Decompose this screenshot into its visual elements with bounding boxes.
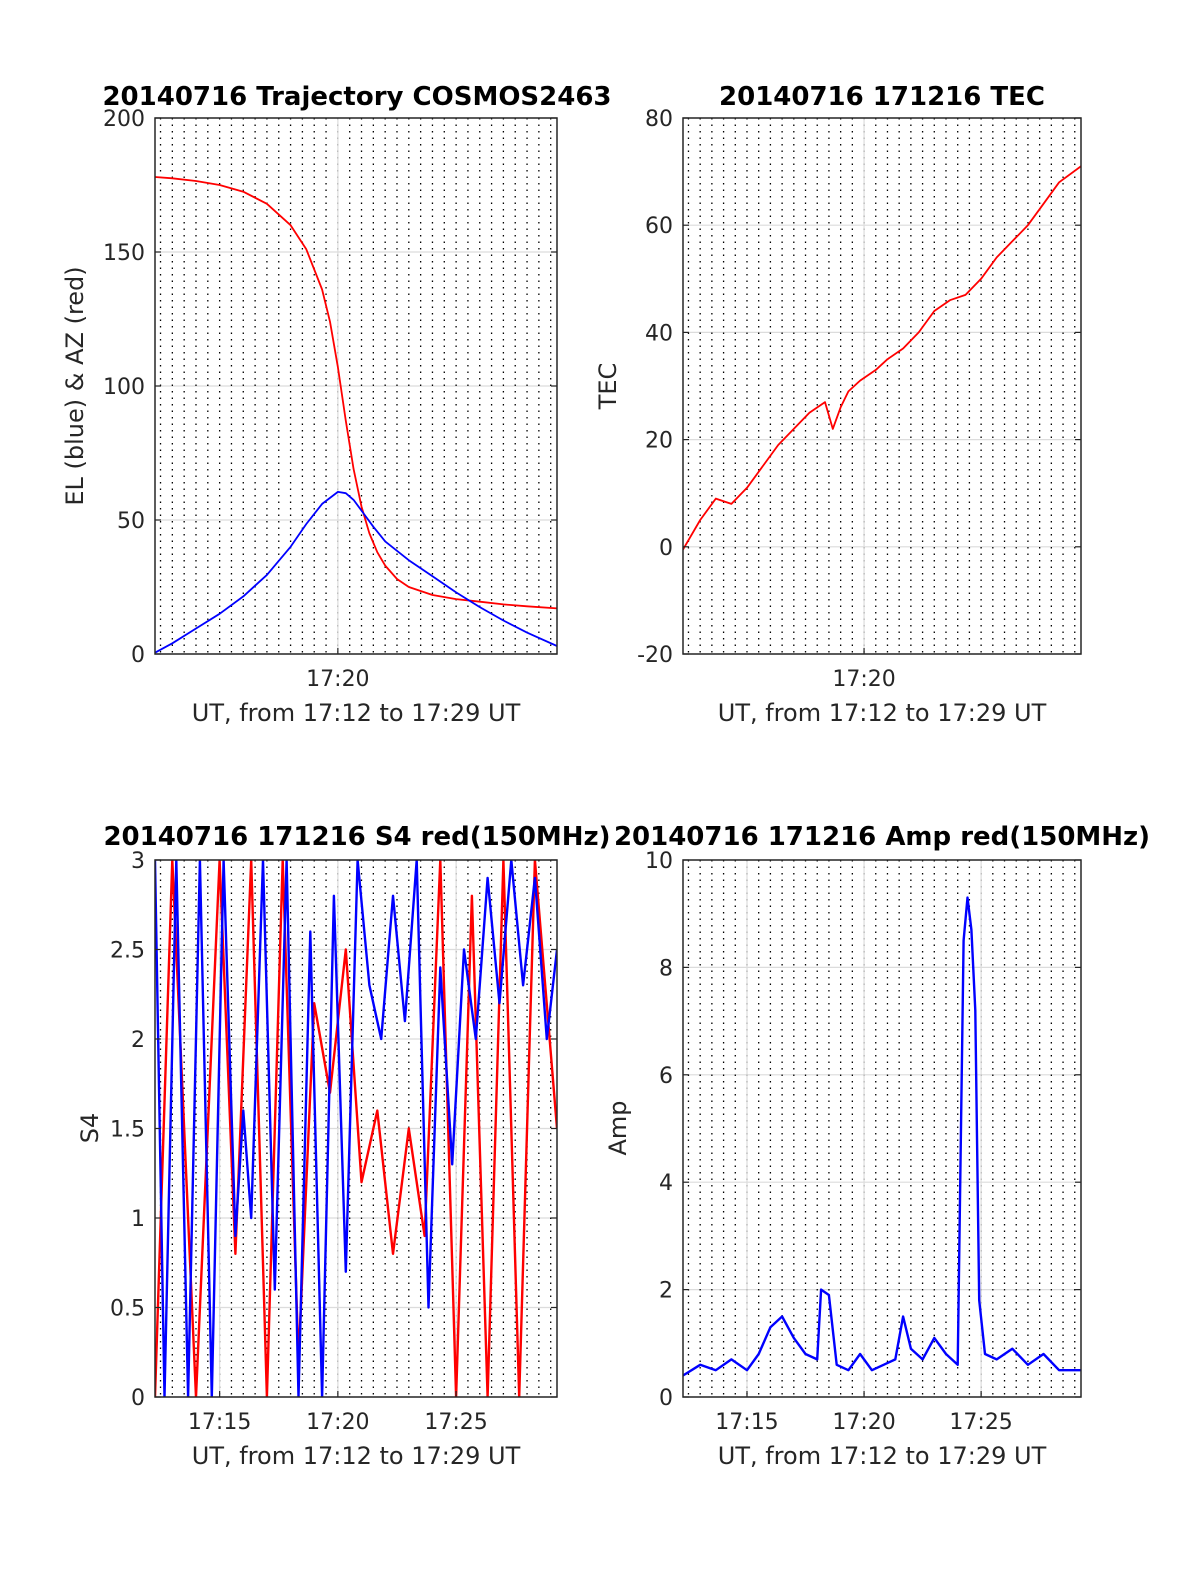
y-axis-label: EL (blue) & AZ (red) [61, 266, 89, 505]
y-tick-label: 2.5 [110, 939, 145, 964]
y-tick-label: 0 [659, 536, 673, 561]
y-tick-label: 10 [645, 849, 673, 874]
y-tick-label: 0 [131, 643, 145, 668]
x-axis-label: UT, from 17:12 to 17:29 UT [718, 1442, 1047, 1470]
y-tick-label: 40 [645, 321, 673, 346]
tec-panel: 20140716 171216 TEC -20 0 20 40 60 80 17:20 TE… [594, 82, 1082, 727]
chart-title: 20140716 171216 Amp red(150MHz) [614, 822, 1150, 852]
y-tick-label: 50 [117, 509, 145, 534]
series-line-blue [155, 860, 557, 1397]
plot-frame [682, 859, 1082, 1398]
y-tick-label: 60 [645, 214, 673, 239]
y-tick-label: 200 [103, 107, 145, 132]
series-line-red [155, 860, 557, 1397]
series-line-blue [683, 896, 1081, 1377]
y-tick-label: 6 [659, 1064, 673, 1089]
y-tick-label: 2 [131, 1028, 145, 1053]
chart-title: 20140716 Trajectory COSMOS2463 [102, 82, 611, 112]
y-tick-label: 4 [659, 1171, 673, 1196]
chart-title: 20140716 171216 TEC [719, 82, 1045, 112]
y-tick-label: 2 [659, 1279, 673, 1304]
x-axis-label: UT, from 17:12 to 17:29 UT [192, 699, 521, 727]
s4-panel: 20140716 171216 S4 red(150MHz) 0 0.5 1 1.5 2… [76, 822, 611, 1470]
x-tick-label: 17:15 [715, 1410, 778, 1435]
y-tick-label: -20 [637, 643, 673, 668]
y-tick-label: 20 [645, 429, 673, 454]
y-tick-label: 0.5 [110, 1297, 145, 1322]
x-tick-label: 17:25 [949, 1410, 1012, 1435]
trajectory-panel: 20140716 Trajectory COSMOS2463 0 50 100 150… [61, 82, 612, 727]
y-tick-label: 8 [659, 956, 673, 981]
y-axis-label: S4 [76, 1113, 104, 1144]
y-tick-label: 3 [131, 849, 145, 874]
x-tick-label: 17:15 [188, 1410, 251, 1435]
series-line-red [683, 165, 1081, 550]
x-tick-label: 17:20 [832, 1410, 895, 1435]
series-line-blue [155, 490, 557, 654]
y-tick-label: 100 [103, 375, 145, 400]
y-tick-label: 1.5 [110, 1118, 145, 1143]
series-line-red [155, 176, 557, 610]
y-axis-label: TEC [594, 363, 622, 411]
x-tick-label: 17:20 [832, 667, 895, 692]
amp-panel: 20140716 171216 Amp red(150MHz) 0 2 4 6 8 10 1… [604, 822, 1150, 1470]
plot-frame [682, 117, 1082, 655]
x-axis-label: UT, from 17:12 to 17:29 UT [718, 699, 1047, 727]
chart-title: 20140716 171216 S4 red(150MHz) [103, 822, 610, 852]
y-tick-label: 80 [645, 107, 673, 132]
y-axis-label: Amp [604, 1100, 632, 1155]
y-tick-label: 0 [131, 1386, 145, 1411]
x-tick-label: 17:20 [306, 1410, 369, 1435]
y-tick-label: 0 [659, 1386, 673, 1411]
x-tick-label: 17:20 [306, 667, 369, 692]
x-axis-label: UT, from 17:12 to 17:29 UT [192, 1442, 521, 1470]
x-tick-label: 17:25 [424, 1410, 487, 1435]
y-tick-label: 150 [103, 241, 145, 266]
y-tick-label: 1 [131, 1207, 145, 1232]
